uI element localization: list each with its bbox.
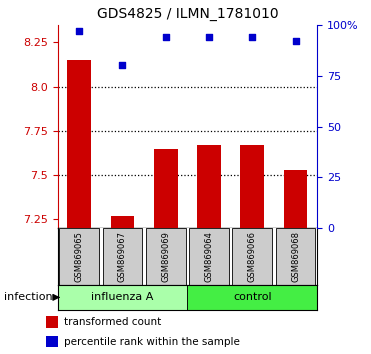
Point bbox=[206, 34, 212, 40]
Point bbox=[249, 34, 255, 40]
Text: GSM869066: GSM869066 bbox=[248, 231, 257, 282]
Bar bbox=[240, 145, 264, 228]
Text: GSM869064: GSM869064 bbox=[204, 231, 213, 282]
Bar bbox=[197, 145, 221, 228]
Title: GDS4825 / ILMN_1781010: GDS4825 / ILMN_1781010 bbox=[96, 7, 278, 21]
Text: control: control bbox=[233, 292, 272, 302]
Text: influenza A: influenza A bbox=[91, 292, 154, 302]
Text: transformed count: transformed count bbox=[63, 317, 161, 327]
Text: GSM869068: GSM869068 bbox=[291, 231, 300, 282]
Point bbox=[293, 38, 299, 44]
Bar bbox=[154, 149, 178, 228]
Bar bbox=[146, 228, 186, 285]
Bar bbox=[59, 228, 99, 285]
Text: percentile rank within the sample: percentile rank within the sample bbox=[63, 337, 239, 347]
Text: GSM869067: GSM869067 bbox=[118, 231, 127, 282]
Bar bbox=[102, 228, 142, 285]
Text: infection: infection bbox=[4, 292, 52, 302]
Point bbox=[119, 63, 125, 68]
Bar bbox=[46, 336, 58, 347]
Bar bbox=[58, 285, 187, 310]
Point bbox=[76, 28, 82, 34]
Bar bbox=[67, 60, 91, 228]
Bar bbox=[232, 228, 272, 285]
Bar bbox=[111, 216, 134, 228]
Point bbox=[163, 34, 169, 40]
Text: GSM869065: GSM869065 bbox=[75, 231, 83, 282]
Bar bbox=[276, 228, 315, 285]
Bar bbox=[46, 316, 58, 328]
Bar bbox=[187, 285, 317, 310]
Bar bbox=[284, 170, 308, 228]
Text: GSM869069: GSM869069 bbox=[161, 231, 170, 282]
Bar bbox=[189, 228, 229, 285]
